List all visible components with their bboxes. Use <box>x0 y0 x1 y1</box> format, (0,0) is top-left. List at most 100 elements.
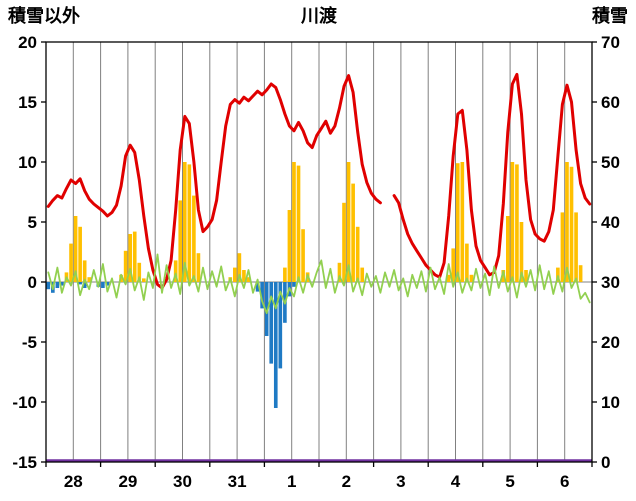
blue-bars-bar <box>292 282 296 287</box>
orange-bars-bar <box>178 200 183 282</box>
red-line <box>46 72 592 290</box>
blue-bars-bar <box>269 282 274 364</box>
x-axis-tick-label: 30 <box>173 472 192 491</box>
orange-bars-bar <box>574 212 578 282</box>
orange-bars-bar <box>565 162 569 282</box>
orange-bars-bar <box>246 277 251 282</box>
right-axis-tick-label: 10 <box>601 393 620 412</box>
orange-bars-bar <box>446 274 451 282</box>
blue-bars-bar <box>78 282 82 285</box>
orange-bars-bar <box>342 202 346 282</box>
orange-bars-bar <box>296 165 301 282</box>
blue-bars-bar <box>101 282 105 288</box>
orange-bars-bar <box>346 162 351 282</box>
blue-bars-bar <box>60 282 64 286</box>
left-axis-tick-label: -5 <box>22 333 37 352</box>
blue-bars-bar <box>264 282 269 336</box>
blue-bars-bar <box>82 282 87 288</box>
orange-bars-bar <box>187 164 192 282</box>
orange-bars-bar <box>87 277 92 282</box>
blue-bars-bar <box>46 282 51 290</box>
orange-bars-bar <box>451 248 456 282</box>
green-line <box>47 253 591 315</box>
x-axis-tick-label: 28 <box>64 472 83 491</box>
left-axis-title: 積雪以外 <box>7 5 80 26</box>
orange-bars-bar <box>287 210 292 282</box>
bar-series <box>46 162 583 408</box>
right-axis-tick-label: 40 <box>601 213 620 232</box>
line-series <box>46 72 592 462</box>
x-axis-tick-label: 2 <box>342 472 351 491</box>
orange-bars-bar <box>301 229 305 282</box>
orange-bars-bar <box>182 162 187 282</box>
orange-bars-bar <box>460 162 465 282</box>
orange-bars-bar <box>173 260 178 282</box>
orange-bars-bar <box>337 262 342 282</box>
gridlines <box>46 42 592 462</box>
blue-bars-bar <box>105 282 110 286</box>
orange-bars-bar <box>515 164 519 282</box>
orange-bars-bar <box>556 267 560 282</box>
orange-bars-bar <box>569 166 574 282</box>
orange-bars-bar <box>73 216 78 282</box>
x-axis-tick-label: 5 <box>505 472 514 491</box>
orange-bars-bar <box>524 270 528 282</box>
blue-bars-bar <box>55 282 60 288</box>
orange-bars-bar <box>469 274 474 282</box>
orange-bars-bar <box>351 183 355 282</box>
left-axis-tick-label: 0 <box>28 273 37 292</box>
chart-title: 川渡 <box>300 5 338 26</box>
right-axis-tick-label: 60 <box>601 93 620 112</box>
orange-bars-bar <box>510 162 515 282</box>
x-axis-tick-label: 29 <box>118 472 137 491</box>
blue-bars-bar <box>278 282 283 369</box>
left-axis-tick-label: 20 <box>18 33 37 52</box>
left-axis-tick-label: -15 <box>12 453 37 472</box>
orange-bars-bar <box>283 267 287 282</box>
x-axis-tick-label: 6 <box>560 472 569 491</box>
blue-bars-bar <box>260 282 264 309</box>
x-axis-tick-label: 31 <box>228 472 247 491</box>
blue-bars-bar <box>255 282 260 292</box>
right-axis-tick-label: 20 <box>601 333 620 352</box>
right-axis-tick-label: 70 <box>601 33 620 52</box>
orange-bars-bar <box>123 250 128 282</box>
left-axis-tick-label: 15 <box>18 93 37 112</box>
orange-bars-bar <box>578 265 583 282</box>
orange-bars-bar <box>501 270 506 282</box>
orange-bars-bar <box>360 267 365 282</box>
blue-bars-bar <box>273 282 278 408</box>
orange-bars-bar <box>355 226 360 282</box>
orange-bars-bar <box>233 267 237 282</box>
orange-bars-bar <box>237 253 242 282</box>
orange-bars-bar <box>560 212 565 282</box>
right-axis-title: 積雪 <box>591 5 628 26</box>
left-axis-tick-label: 10 <box>18 153 37 172</box>
orange-bars-bar <box>78 226 82 282</box>
orange-bars-bar <box>455 163 460 282</box>
orange-bars-bar <box>196 253 201 282</box>
orange-bars-bar <box>69 243 73 282</box>
orange-bars-bar <box>292 162 296 282</box>
orange-bars-bar <box>465 243 469 282</box>
orange-bars-bar <box>506 216 510 282</box>
left-axis-tick-label: 5 <box>28 213 37 232</box>
orange-bars-bar <box>142 278 146 282</box>
orange-bars-bar <box>519 222 524 282</box>
orange-bars-bar <box>132 231 137 282</box>
right-axis-tick-label: 30 <box>601 273 620 292</box>
x-axis-tick-label: 4 <box>451 472 461 491</box>
x-axis-tick-label: 1 <box>287 472 296 491</box>
orange-bars-bar <box>128 234 132 282</box>
orange-bars-bar <box>137 262 142 282</box>
x-axis-tick-label: 3 <box>396 472 405 491</box>
right-axis-tick-label: 50 <box>601 153 620 172</box>
orange-bars-bar <box>82 260 87 282</box>
left-axis-tick-label: -10 <box>12 393 37 412</box>
orange-bars-bar <box>242 270 246 282</box>
right-axis-tick-label: 0 <box>601 453 610 472</box>
orange-bars-bar <box>192 195 196 282</box>
